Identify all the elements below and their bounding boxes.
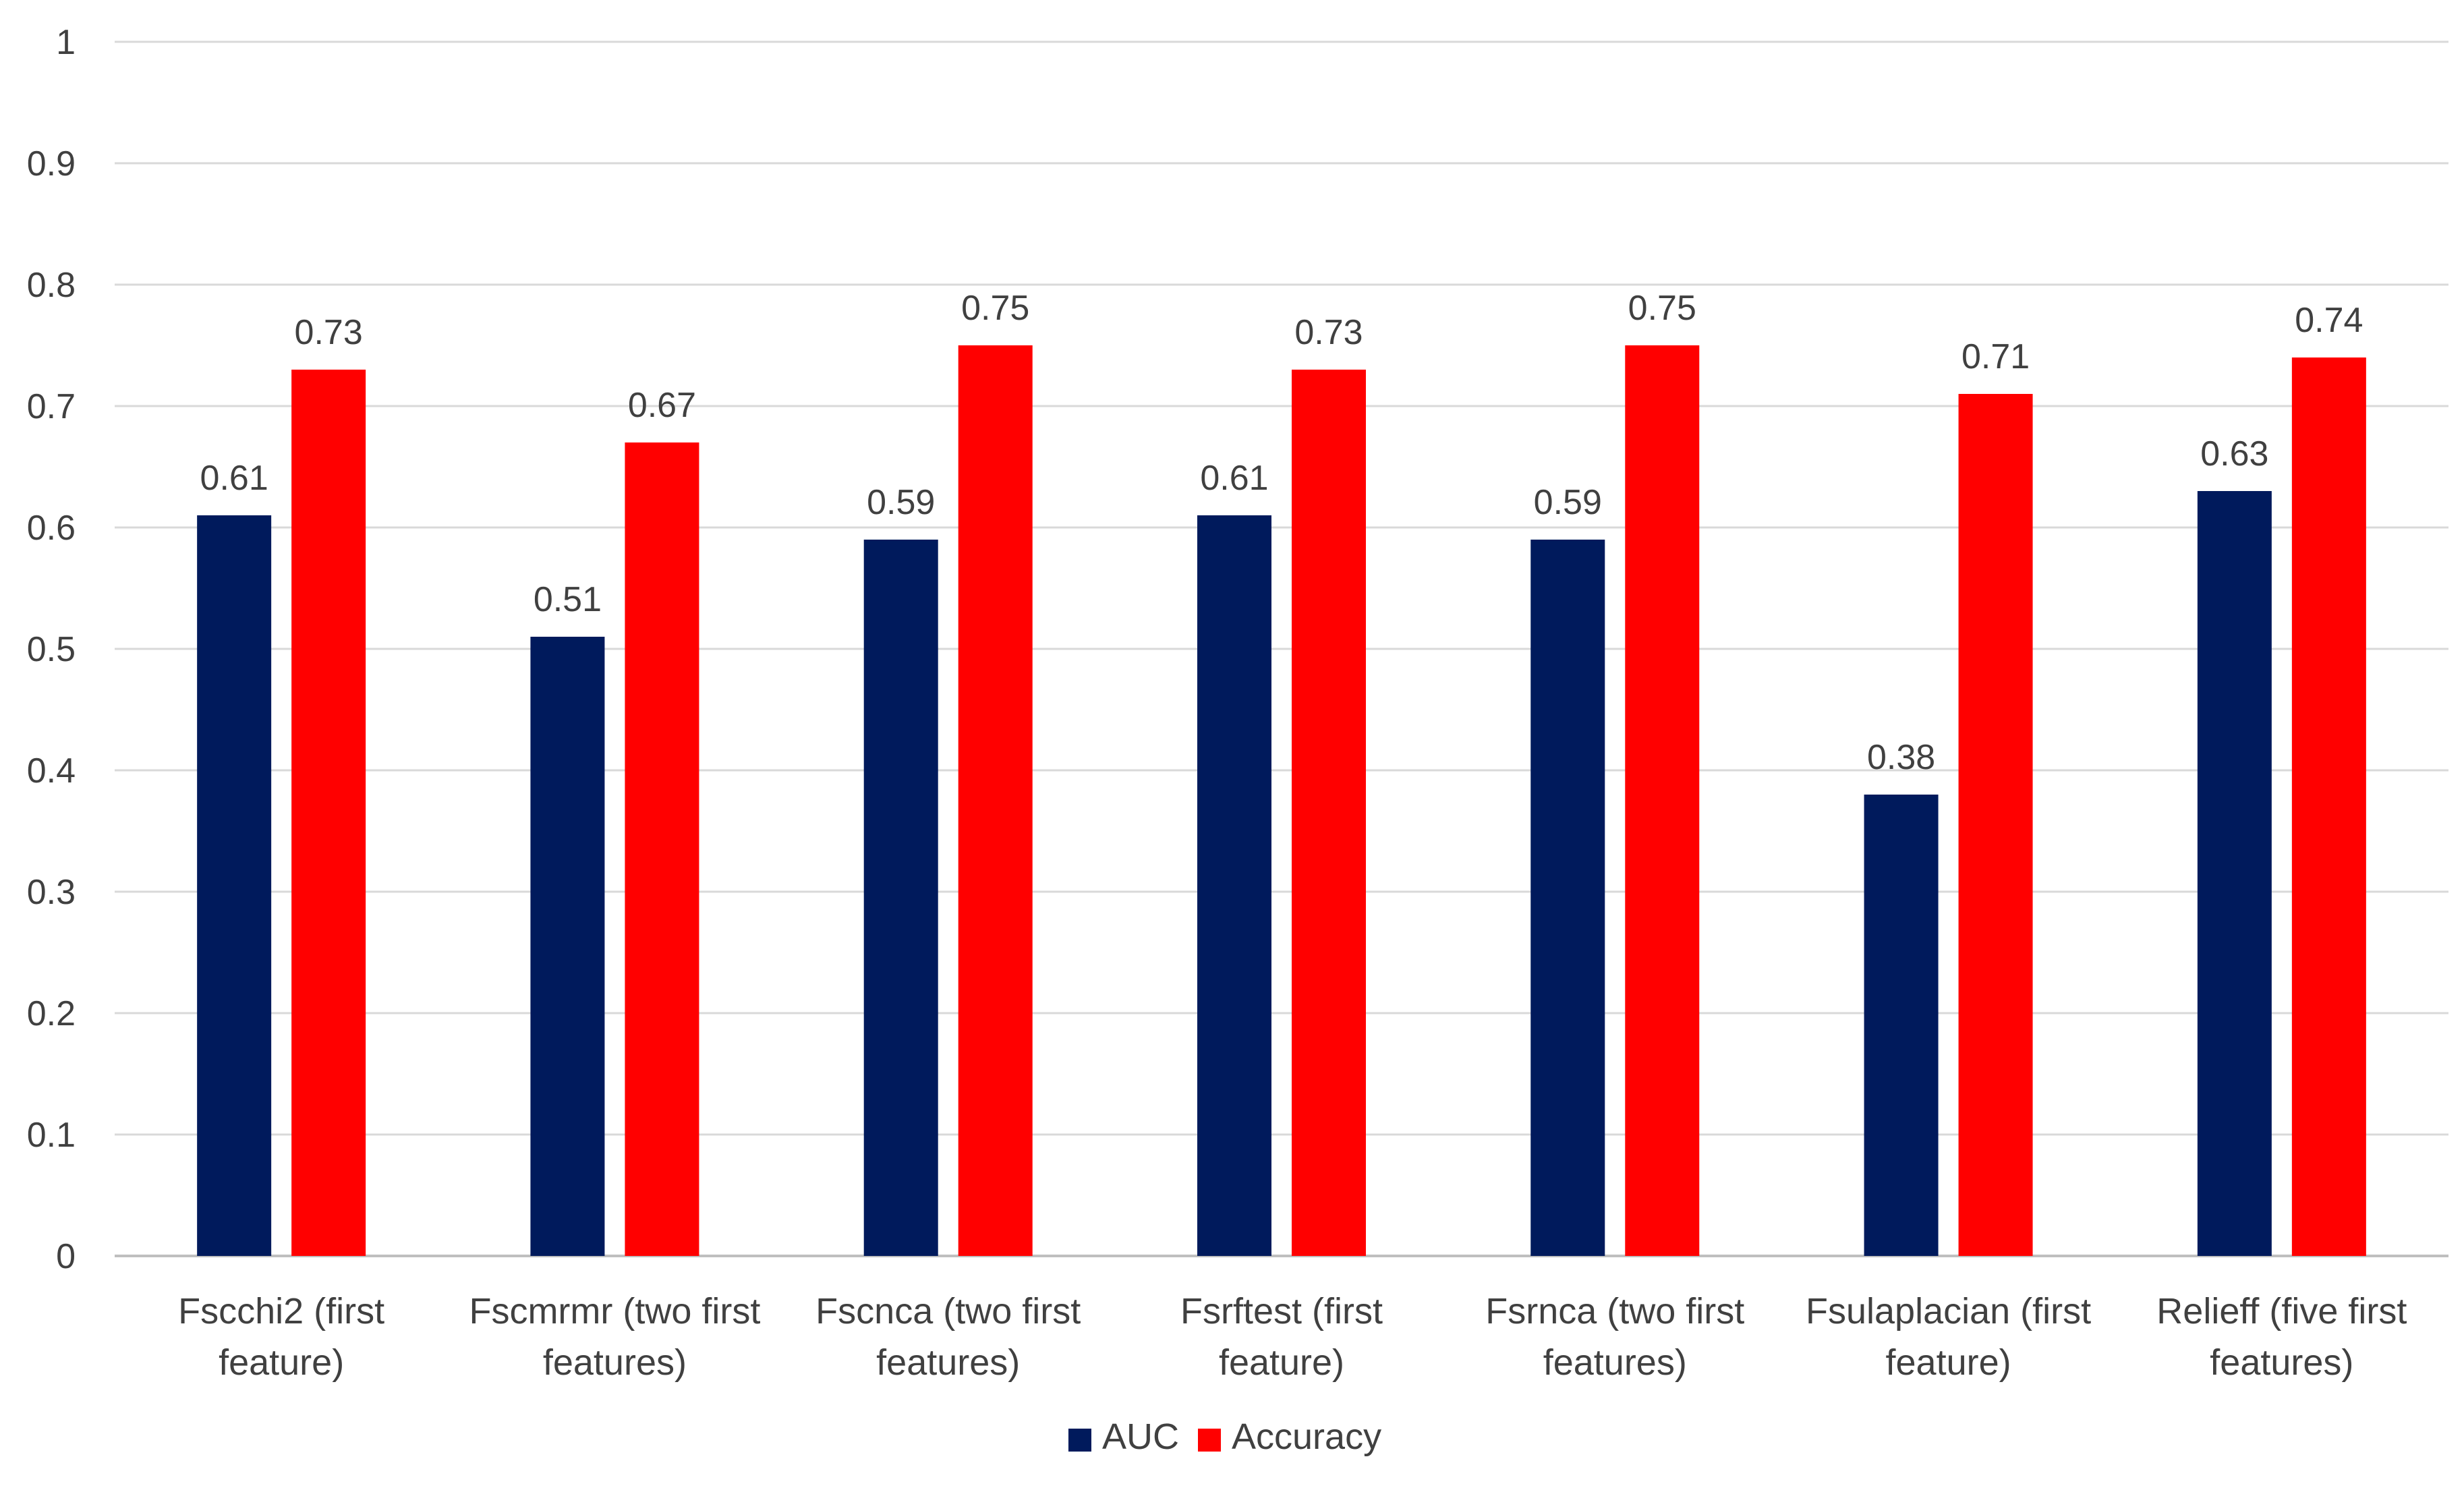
data-labels: 0.61 0.73 0.51 0.67 0.59 0.75 0.61 0.73 0.59 0.75… [200,289,2363,777]
bar-auc [863,540,938,1256]
y-tick-label: 0.9 [27,144,76,183]
bar-auc [1530,540,1605,1256]
y-tick-label: 0.4 [27,751,76,791]
data-label-auc: 0.61 [200,459,268,498]
y-tick-label: 0 [56,1237,76,1276]
data-label-auc: 0.63 [2200,434,2268,474]
bar-auc [1197,515,1271,1256]
data-label-accuracy: 0.75 [961,289,1029,328]
y-tick-label: 0.8 [27,266,76,305]
bar-accuracy [1958,394,2033,1256]
category-label: Fsulaplacian (first feature) [1806,1291,2091,1383]
y-tick-label: 1 [56,23,76,62]
bar-accuracy [1625,345,1700,1256]
y-tick-label: 0.1 [27,1116,76,1155]
gridlines [115,40,2448,1257]
bar-accuracy [1292,370,1366,1256]
legend-swatch-auc [1068,1429,1091,1452]
data-label-accuracy: 0.74 [2295,301,2363,340]
category-label: Fscmrmr (two first features) [469,1291,760,1383]
category-label: Fscchi2 (first feature) [178,1291,384,1383]
y-tick-label: 0.5 [27,630,76,669]
legend: AUC Accuracy [1068,1416,1381,1457]
x-axis-categories: Fscchi2 (first feature) Fscmrmr (two first… [178,1291,2407,1383]
y-tick-label: 0.6 [27,509,76,548]
bar-auc [530,637,605,1256]
category-label: Fsrnca (two first features) [1485,1291,1744,1383]
bar-accuracy [958,345,1033,1256]
y-tick-label: 0.3 [27,873,76,912]
data-label-accuracy: 0.67 [628,386,696,425]
data-label-accuracy: 0.75 [1628,289,1696,328]
y-tick-label: 0.7 [27,387,76,426]
bar-auc [2197,491,2272,1256]
y-tick-label: 0.2 [27,994,76,1033]
data-label-auc: 0.51 [534,580,602,619]
data-label-auc: 0.59 [1534,483,1602,522]
legend-label-auc: AUC [1102,1416,1179,1457]
category-label: Fsrftest (first feature) [1180,1291,1383,1383]
legend-label-accuracy: Accuracy [1232,1416,1381,1457]
bar-accuracy [2291,357,2366,1256]
data-label-auc: 0.61 [1200,459,1268,498]
bar-auc [197,515,272,1256]
data-label-accuracy: 0.73 [1294,313,1363,352]
data-label-accuracy: 0.73 [295,313,363,352]
data-label-auc: 0.59 [867,483,935,522]
category-label: Relieff (five first features) [2156,1291,2407,1383]
legend-swatch-accuracy [1198,1429,1221,1452]
bar-auc [1864,795,1939,1256]
bar-accuracy [625,442,699,1256]
bars [197,345,2366,1256]
y-axis-ticks: 0 0.1 0.2 0.3 0.4 0.5 0.6 0.7 0.8 0.9 1 [27,23,76,1276]
bar-accuracy [291,370,366,1256]
data-label-accuracy: 0.71 [1961,337,2030,376]
data-label-auc: 0.38 [1867,738,1935,777]
category-label: Fscnca (two first features) [815,1291,1081,1383]
